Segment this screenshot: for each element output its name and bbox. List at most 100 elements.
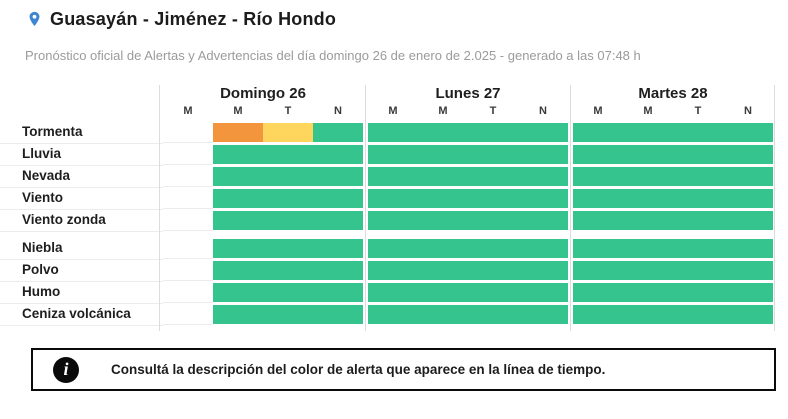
alert-cell[interactable] — [313, 305, 363, 324]
alert-cell[interactable] — [418, 283, 468, 302]
alert-cell[interactable] — [468, 189, 518, 208]
alert-cell[interactable] — [213, 167, 263, 186]
alert-cell[interactable] — [673, 123, 723, 142]
alert-cell[interactable] — [723, 305, 773, 324]
alert-cell[interactable] — [368, 167, 418, 186]
alert-cell[interactable] — [623, 261, 673, 280]
alert-cell[interactable] — [723, 123, 773, 142]
alert-cell[interactable] — [313, 239, 363, 258]
alert-cell[interactable] — [723, 145, 773, 164]
alert-cell[interactable] — [573, 145, 623, 164]
alert-cell[interactable] — [313, 261, 363, 280]
alert-cell[interactable] — [623, 123, 673, 142]
alert-cell[interactable] — [723, 189, 773, 208]
alert-cell[interactable] — [468, 145, 518, 164]
alert-cell[interactable] — [573, 189, 623, 208]
alert-cell[interactable] — [313, 283, 363, 302]
alert-cell[interactable] — [468, 261, 518, 280]
alert-cell[interactable] — [213, 261, 263, 280]
alert-cell[interactable] — [263, 261, 313, 280]
alert-cell[interactable] — [518, 145, 568, 164]
alert-cell[interactable] — [313, 145, 363, 164]
alert-cell[interactable] — [623, 211, 673, 230]
alert-cell[interactable] — [418, 123, 468, 142]
alert-cell[interactable] — [723, 239, 773, 258]
alert-cell[interactable] — [573, 261, 623, 280]
alert-cell[interactable] — [518, 239, 568, 258]
alert-cell[interactable] — [313, 189, 363, 208]
alert-cell[interactable] — [573, 167, 623, 186]
alert-cell[interactable] — [368, 123, 418, 142]
alert-cell[interactable] — [368, 211, 418, 230]
alert-cell[interactable] — [573, 211, 623, 230]
alert-cell[interactable] — [673, 167, 723, 186]
alert-cell[interactable] — [213, 239, 263, 258]
alert-cell[interactable] — [623, 189, 673, 208]
alert-cell[interactable] — [573, 305, 623, 324]
alert-cell[interactable] — [418, 145, 468, 164]
alert-cell[interactable] — [518, 123, 568, 142]
alert-cell[interactable] — [723, 167, 773, 186]
alert-cell[interactable] — [368, 261, 418, 280]
alert-cell[interactable] — [518, 261, 568, 280]
alert-cell[interactable] — [673, 261, 723, 280]
alert-cell[interactable] — [213, 283, 263, 302]
alert-cell[interactable] — [368, 145, 418, 164]
alert-cell[interactable] — [368, 305, 418, 324]
alert-cell[interactable] — [213, 123, 263, 142]
alert-cell[interactable] — [468, 211, 518, 230]
alert-cell[interactable] — [518, 167, 568, 186]
alert-cell[interactable] — [418, 189, 468, 208]
alert-cell[interactable] — [468, 283, 518, 302]
alert-cell[interactable] — [723, 261, 773, 280]
alert-cell[interactable] — [573, 123, 623, 142]
alert-cell[interactable] — [723, 283, 773, 302]
alert-cell[interactable] — [418, 239, 468, 258]
alert-cell[interactable] — [213, 189, 263, 208]
alert-cell[interactable] — [418, 211, 468, 230]
alert-cell[interactable] — [468, 239, 518, 258]
alert-cell[interactable] — [518, 283, 568, 302]
alert-cell[interactable] — [673, 283, 723, 302]
alert-cell[interactable] — [418, 261, 468, 280]
alert-cell[interactable] — [368, 283, 418, 302]
alert-cell[interactable] — [263, 283, 313, 302]
alert-cell[interactable] — [518, 211, 568, 230]
alert-cell[interactable] — [263, 239, 313, 258]
alert-cell[interactable] — [573, 283, 623, 302]
alert-cell[interactable] — [263, 123, 313, 142]
alert-cell[interactable] — [263, 189, 313, 208]
alert-cell[interactable] — [263, 167, 313, 186]
alert-cell[interactable] — [623, 167, 673, 186]
alert-cell[interactable] — [673, 239, 723, 258]
alert-cell[interactable] — [313, 167, 363, 186]
alert-cell[interactable] — [263, 211, 313, 230]
alert-cell[interactable] — [673, 145, 723, 164]
alert-cell[interactable] — [623, 305, 673, 324]
alert-cell[interactable] — [263, 305, 313, 324]
alert-cell[interactable] — [468, 123, 518, 142]
alert-cell[interactable] — [418, 167, 468, 186]
alert-cell[interactable] — [313, 211, 363, 230]
alert-cell[interactable] — [368, 189, 418, 208]
alert-cell[interactable] — [673, 211, 723, 230]
alert-cell[interactable] — [418, 305, 468, 324]
alert-cell[interactable] — [673, 305, 723, 324]
alert-cell[interactable] — [623, 239, 673, 258]
alert-cell[interactable] — [468, 305, 518, 324]
alert-cell[interactable] — [313, 123, 363, 142]
alert-cell[interactable] — [518, 189, 568, 208]
alert-cell[interactable] — [623, 145, 673, 164]
row-label: Nevada — [0, 166, 163, 188]
alert-cell[interactable] — [213, 145, 263, 164]
alert-cell[interactable] — [213, 211, 263, 230]
alert-cell[interactable] — [518, 305, 568, 324]
alert-cell[interactable] — [213, 305, 263, 324]
alert-cell[interactable] — [468, 167, 518, 186]
alert-cell[interactable] — [368, 239, 418, 258]
alert-cell[interactable] — [723, 211, 773, 230]
alert-cell[interactable] — [623, 283, 673, 302]
alert-cell[interactable] — [673, 189, 723, 208]
alert-cell[interactable] — [573, 239, 623, 258]
alert-cell[interactable] — [263, 145, 313, 164]
